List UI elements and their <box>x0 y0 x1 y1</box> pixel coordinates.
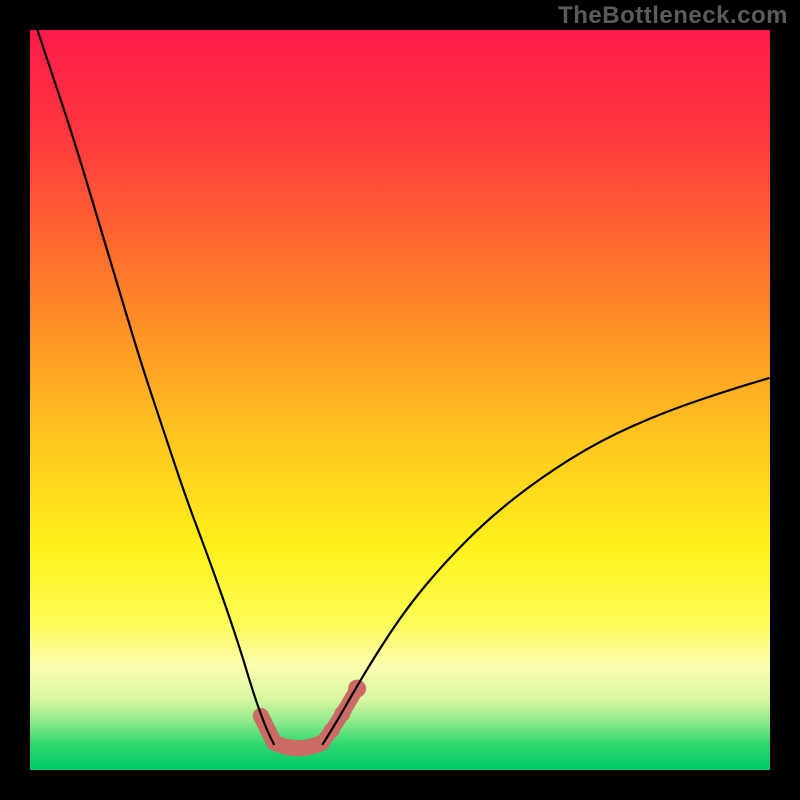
plot-background <box>30 30 770 770</box>
watermark-text: TheBottleneck.com <box>558 2 788 30</box>
bottleneck-chart <box>0 0 800 800</box>
figure-container: { "watermark": { "text": "TheBottleneck.… <box>0 0 800 800</box>
